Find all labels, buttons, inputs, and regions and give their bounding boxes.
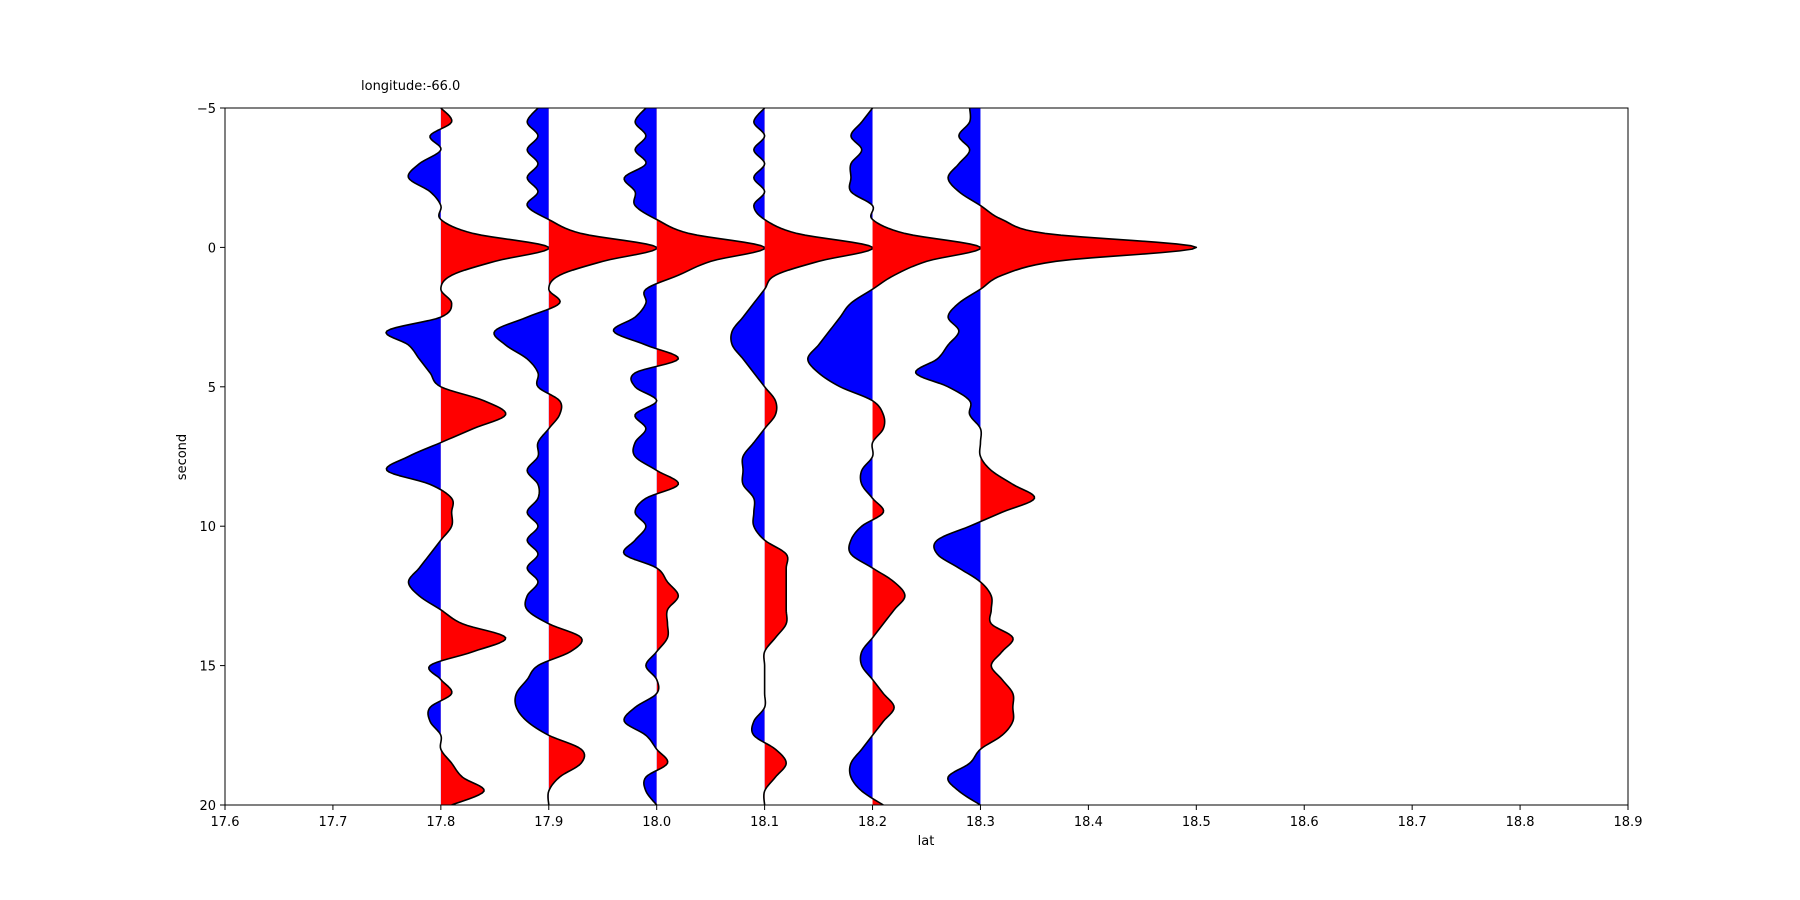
- trace-17.9: [493, 108, 658, 805]
- trace-negative-fill: [730, 108, 765, 805]
- traces-layer: [385, 108, 1198, 805]
- trace-line: [914, 108, 1198, 805]
- x-tick-label: 18.3: [966, 815, 995, 830]
- x-tick-label: 18.6: [1290, 815, 1319, 830]
- y-tick-label: 20: [199, 799, 216, 814]
- plot-frame: [224, 107, 1629, 806]
- y-tick-label: −5: [197, 102, 216, 117]
- trace-positive-fill: [980, 205, 1197, 750]
- x-tick-label: 18.8: [1506, 815, 1535, 830]
- trace-17.8: [385, 108, 550, 805]
- trace-line: [612, 108, 766, 805]
- trace-18.3: [914, 108, 1198, 805]
- x-tick-label: 18.9: [1614, 815, 1643, 830]
- trace-line: [806, 108, 982, 805]
- x-tick-label: 17.9: [534, 815, 563, 830]
- trace-positive-fill: [548, 108, 657, 805]
- x-tick-label: 18.5: [1182, 815, 1211, 830]
- x-tick-label: 17.7: [318, 815, 347, 830]
- y-tick-label: 5: [208, 381, 216, 396]
- trace-18.1: [730, 108, 874, 805]
- trace-negative-fill: [915, 108, 981, 805]
- y-axis: −5 0 5 10 15 20: [197, 102, 225, 814]
- x-tick-label: 18.4: [1074, 815, 1103, 830]
- trace-negative-fill: [386, 128, 441, 750]
- x-tick-label: 18.1: [750, 815, 779, 830]
- trace-18.2: [806, 108, 982, 805]
- y-tick-label: 0: [208, 241, 216, 256]
- y-tick-label: 10: [199, 520, 216, 535]
- trace-negative-fill: [613, 108, 657, 805]
- trace-18: [612, 108, 766, 805]
- trace-line: [730, 108, 874, 805]
- chart-title: longitude:-66.0: [361, 79, 460, 94]
- x-tick-label: 17.8: [426, 815, 455, 830]
- trace-line: [385, 108, 550, 805]
- trace-positive-fill: [656, 219, 765, 771]
- trace-positive-fill: [872, 108, 981, 805]
- x-tick-label: 18.7: [1398, 815, 1427, 830]
- x-tick-label: 18.2: [858, 815, 887, 830]
- trace-positive-fill: [440, 108, 549, 805]
- trace-line: [493, 108, 658, 805]
- x-tick-label: 17.6: [211, 815, 240, 830]
- x-tick-label: 18.0: [642, 815, 671, 830]
- trace-negative-fill: [494, 108, 549, 805]
- trace-positive-fill: [764, 108, 873, 805]
- x-axis-label: lat: [918, 834, 935, 849]
- y-tick-label: 15: [199, 660, 216, 675]
- y-axis-label: second: [175, 434, 190, 480]
- x-axis: 17.6 17.7 17.8 17.9 18.0 18.1 18.2 18.3 18.4 18.5…: [211, 805, 1643, 830]
- trace-negative-fill: [807, 108, 873, 799]
